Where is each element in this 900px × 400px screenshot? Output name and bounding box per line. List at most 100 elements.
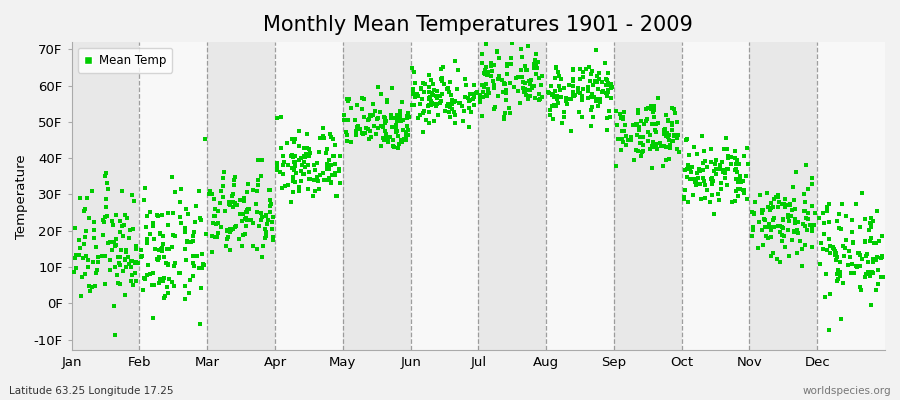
Point [682, 166, 697, 172]
Point [830, 271, 844, 277]
Point [274, 114, 288, 120]
Point [150, 256, 165, 262]
Point [236, 210, 250, 217]
Point [434, 66, 448, 72]
Point [111, 279, 125, 286]
Point [681, 199, 696, 206]
Point [220, 234, 235, 240]
Point [227, 182, 241, 188]
Point [370, 116, 384, 122]
Point [733, 176, 747, 182]
Point [600, 126, 615, 133]
Point [709, 171, 724, 178]
Point [646, 108, 661, 115]
Point [294, 178, 309, 184]
Point [413, 112, 428, 118]
Point [590, 73, 605, 79]
Point [406, 85, 420, 92]
Point [850, 201, 864, 208]
Point [619, 142, 634, 148]
Point [724, 154, 738, 160]
Point [656, 163, 670, 169]
Point [521, 78, 535, 85]
Point [867, 240, 881, 246]
Point [776, 225, 790, 232]
Point [166, 283, 181, 289]
Point [567, 93, 581, 100]
Point [99, 196, 113, 202]
Point [258, 212, 273, 219]
Point [764, 200, 778, 206]
Point [260, 221, 274, 228]
Point [544, 111, 558, 118]
Point [287, 139, 302, 145]
Point [684, 164, 698, 170]
Point [629, 147, 643, 154]
Point [827, 252, 842, 258]
Point [362, 116, 376, 122]
Point [392, 112, 407, 118]
Point [166, 279, 180, 286]
Point [241, 206, 256, 212]
Point [227, 177, 241, 183]
Point [697, 148, 711, 154]
Point [351, 122, 365, 129]
Point [499, 87, 513, 94]
Point [69, 252, 84, 258]
Point [310, 174, 324, 181]
Point [572, 66, 587, 72]
Point [362, 136, 376, 142]
Point [216, 169, 230, 176]
Point [736, 190, 751, 196]
Point [444, 79, 458, 85]
Point [339, 138, 354, 144]
Point [320, 150, 334, 156]
Point [421, 95, 436, 101]
Point [504, 61, 518, 68]
Point [650, 146, 664, 152]
Point [224, 226, 238, 233]
Point [151, 255, 166, 261]
Point [270, 164, 284, 170]
Point [603, 80, 617, 87]
Point [842, 254, 857, 260]
Point [683, 176, 698, 183]
Point [764, 205, 778, 211]
Point [328, 171, 343, 178]
Point [619, 133, 634, 140]
Point [805, 228, 819, 234]
Point [297, 153, 311, 159]
Point [157, 233, 171, 239]
Point [535, 94, 549, 100]
Point [759, 224, 773, 231]
Point [858, 216, 872, 222]
Point [167, 233, 182, 240]
Point [250, 246, 265, 252]
Point [771, 194, 786, 200]
Point [140, 213, 155, 219]
Point [429, 101, 444, 107]
Point [252, 222, 266, 229]
Point [583, 107, 598, 113]
Point [786, 184, 800, 190]
Point [590, 103, 605, 109]
Point [801, 210, 815, 216]
Point [719, 166, 733, 172]
Point [596, 88, 610, 94]
Point [364, 134, 378, 140]
Point [827, 246, 842, 252]
Point [340, 131, 355, 138]
Point [153, 230, 167, 236]
Point [545, 92, 560, 98]
Point [184, 239, 198, 245]
Point [866, 270, 880, 276]
Point [594, 89, 608, 96]
Point [699, 164, 714, 170]
Point [514, 67, 528, 73]
Point [422, 102, 436, 108]
Point [499, 90, 513, 96]
Point [117, 222, 131, 228]
Point [586, 81, 600, 88]
Point [770, 191, 785, 198]
Point [678, 187, 692, 194]
